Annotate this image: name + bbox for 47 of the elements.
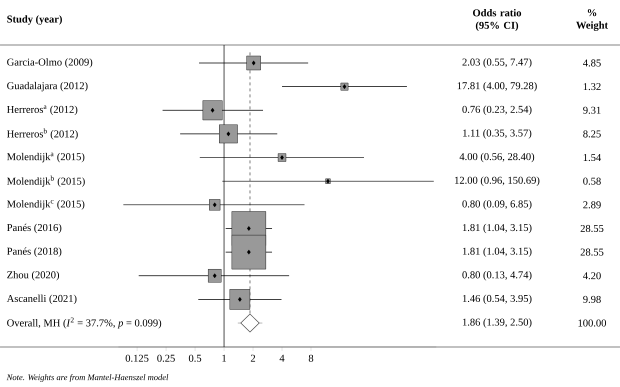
x-tick-label: 1 [222,354,226,362]
text: 2.89 [583,201,601,208]
text: Odds ratio (95% CI) [473,8,522,31]
y-axis-title: Study (year) [7,15,62,25]
text: 12.00 (0.96, 150.69) [455,176,540,186]
y-tick-label: Ascanelli (2021) [6,294,77,304]
text: Note. Weights are from Mantel-Haenszel model [6,374,168,382]
x-tick-label: 4 [280,354,284,362]
text: 4.20 [583,272,601,280]
y-tick-label: Garcia-Olmo (2009) [7,58,92,68]
y-tick-label: Molendijk$^{a}$ (2015) [7,152,84,162]
text: 9.31 [583,106,601,114]
text: 1.81 (1.04, 3.15) [462,247,532,257]
x-tick-label: 0.5 [188,354,202,362]
y-tick-label: Panés (2016) [7,224,62,234]
text: 9.98 [583,296,601,303]
text: 28.55 [580,248,604,256]
text: 1.81 (1.04, 3.15) [462,224,532,234]
y-tick-label: Herreros$^{b}$ (2012) [7,128,78,140]
x-tick-label: 0.125 [126,354,148,362]
x-tick-label: 2 [250,354,256,362]
text: 0.80 (0.09, 6.85) [462,200,532,210]
text: 0.80 (0.13, 4.74) [462,271,532,280]
y-tick-label: Guadalajara (2012) [7,82,88,92]
text: 8.25 [583,130,601,138]
y-tick-label: Herreros$^{a}$ (2012) [7,105,78,116]
text: 1.11 (0.35, 3.57) [463,129,532,139]
x-tick-label: 8 [308,354,314,362]
y-tick-label: Molendijk$^{c}$ (2015) [7,200,84,210]
y-tick-label: Molendijk$^{b}$ (2015) [7,176,85,187]
text: 100.00 [578,319,606,327]
y-tick-label: Overall, MH (I$^{2}$ = 37.7%, p = 0.099) [7,317,162,329]
text: 0.76 (0.23, 2.54) [462,106,532,116]
text: 2.03 (0.55, 7.47) [462,58,532,68]
text: 17.81 (4.00, 79.28) [458,82,537,92]
text: 1.54 [584,154,602,162]
text: 0.58 [583,178,601,185]
text: 4.00 (0.56, 28.40) [460,152,534,162]
text: 4.85 [583,59,601,67]
y-tick-label: Zhou (2020) [7,271,60,280]
text: 1.46 (0.54, 3.95) [462,294,532,304]
x-tick-label: 0.25 [157,354,175,362]
text: % Weight [576,9,608,31]
text: 1.32 [584,83,601,90]
text: 28.55 [580,224,604,232]
text: 1.86 (1.39, 2.50) [462,318,532,328]
y-tick-label: Panés (2018) [7,247,62,257]
